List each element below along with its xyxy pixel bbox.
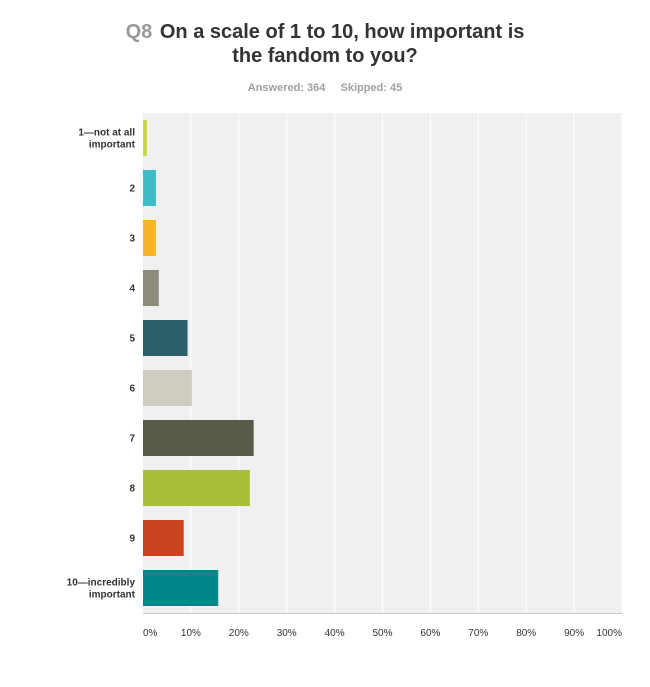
category-label: 8 — [129, 484, 135, 495]
x-tick-label: 40% — [325, 628, 345, 639]
category-label: 1—not at all — [78, 128, 135, 139]
skipped-count: Skipped: 45 — [340, 82, 403, 94]
category-label: 7 — [129, 434, 135, 445]
x-tick-label: 10% — [181, 628, 201, 639]
category-label: 6 — [129, 384, 135, 395]
category-label: 2 — [129, 184, 135, 195]
answered-count: Answered: 364 — [247, 82, 326, 94]
x-tick-label: 50% — [372, 628, 392, 639]
x-tick-label: 20% — [229, 628, 249, 639]
bar-3 — [143, 220, 156, 256]
x-tick-label: 80% — [516, 628, 536, 639]
response-stats: Answered: 364 Skipped: 45 — [0, 82, 650, 94]
bar-5 — [143, 320, 188, 356]
bar-2 — [143, 170, 156, 206]
category-label: 3 — [129, 234, 135, 245]
category-label: 4 — [129, 284, 135, 295]
category-label: 5 — [129, 334, 135, 345]
bar-9 — [143, 520, 184, 556]
x-tick-label: 100% — [596, 628, 622, 639]
category-label: 9 — [129, 534, 135, 545]
question-text: On a scale of 1 to 10, how important is … — [159, 21, 525, 67]
bar-7 — [143, 420, 254, 456]
x-tick-label: 90% — [564, 628, 584, 639]
bar-4 — [143, 270, 159, 306]
category-label: important — [89, 140, 136, 151]
bar-1 — [143, 120, 147, 156]
x-tick-label: 70% — [468, 628, 488, 639]
chart-title: Q8 On a scale of 1 to 10, how important … — [0, 20, 650, 68]
x-tick-label: 0% — [143, 628, 158, 639]
x-tick-label: 60% — [420, 628, 440, 639]
category-label: important — [89, 590, 136, 601]
bar-8 — [143, 470, 250, 506]
category-label: 10—incredibly — [67, 578, 136, 589]
bar-6 — [143, 370, 192, 406]
x-tick-label: 30% — [277, 628, 297, 639]
question-number: Q8 — [125, 21, 153, 43]
bar-10 — [143, 570, 219, 606]
